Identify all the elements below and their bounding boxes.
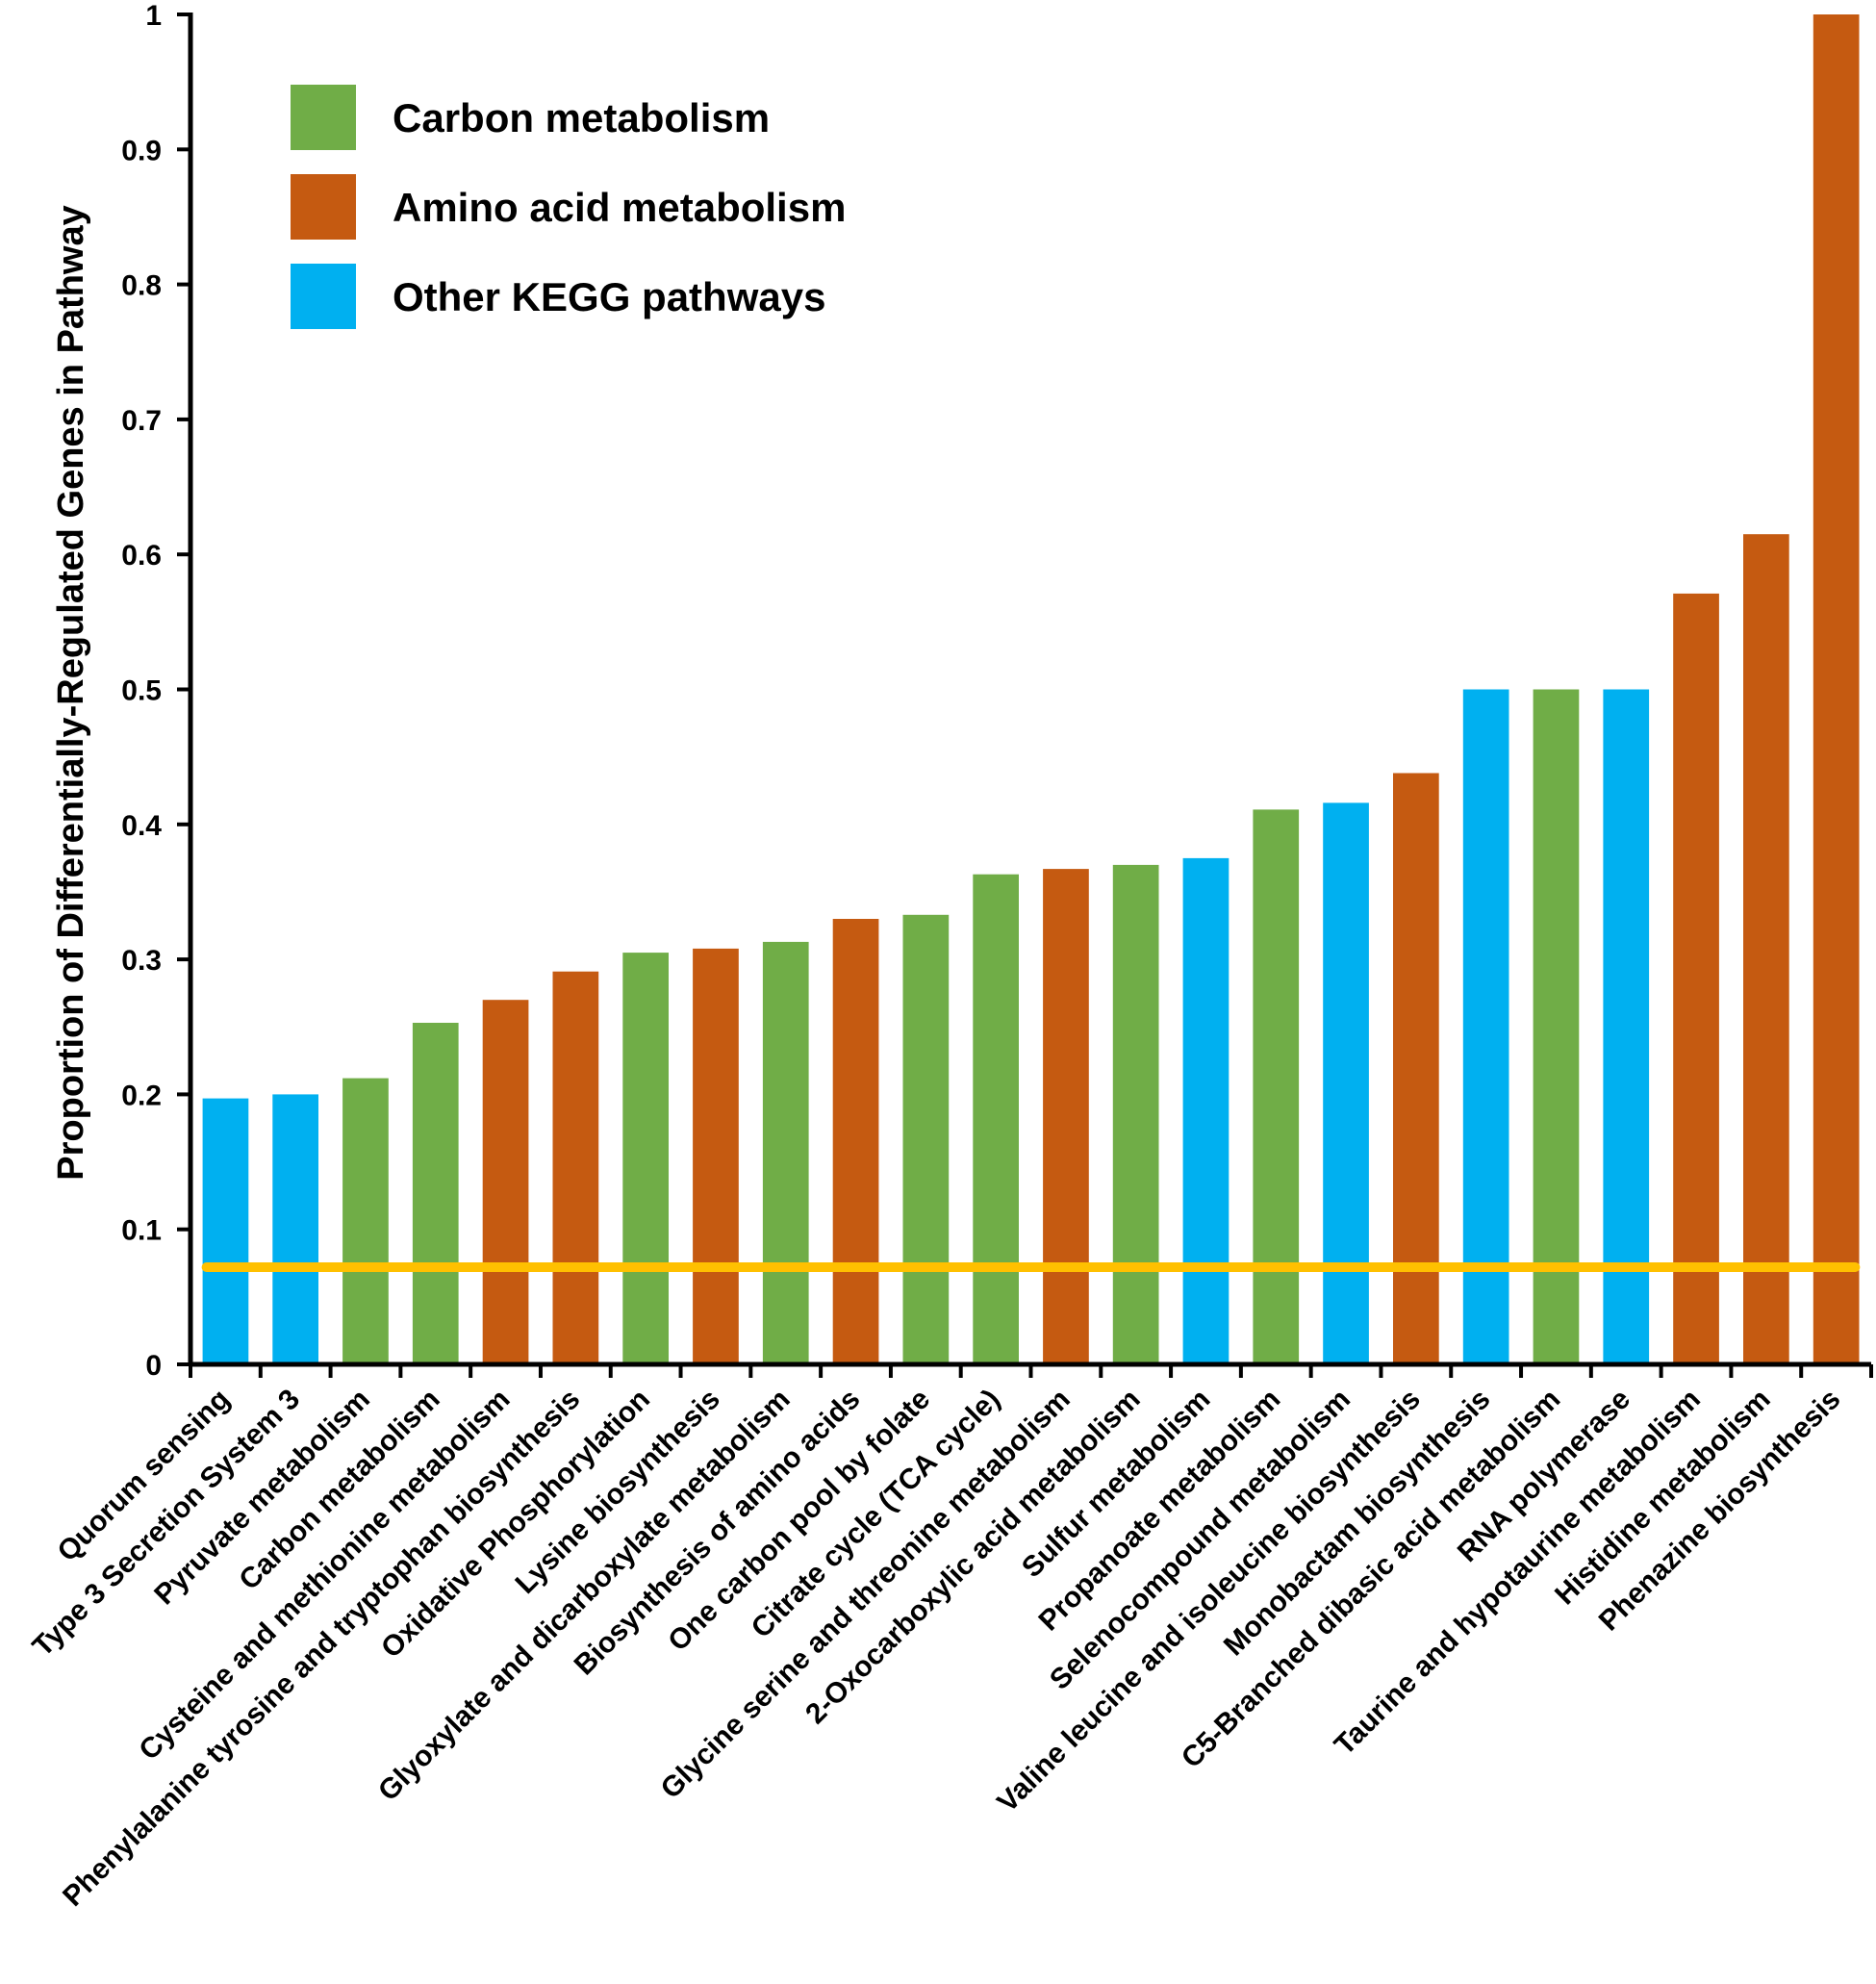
y-tick-label-5: 0.5 [121, 675, 162, 707]
y-tick-label-6: 0.6 [121, 540, 162, 572]
y-tick-label-7: 0.7 [121, 405, 162, 437]
legend: Carbon metabolism Amino acid metabolism Ot… [291, 85, 846, 329]
legend-swatch-amino [291, 174, 356, 240]
legend-label-other: Other KEGG pathways [393, 274, 825, 319]
bar-21 [1603, 689, 1650, 1364]
bar-12 [973, 874, 1019, 1364]
bar-15 [1182, 857, 1230, 1364]
legend-swatch-carbon [291, 85, 356, 150]
bar-7 [622, 953, 669, 1364]
bar-16 [1253, 809, 1300, 1364]
y-tick-label-10: 1 [145, 0, 162, 32]
axes-group: 0 0.1 0.2 0.3 0.4 0.5 0.6 0.7 0.8 0.9 1 [121, 0, 1873, 1382]
bar-4 [412, 1023, 459, 1364]
legend-swatch-other [291, 264, 356, 329]
y-tick-label-0: 0 [145, 1350, 162, 1382]
bar-17 [1323, 802, 1369, 1364]
bar-3 [342, 1078, 389, 1364]
y-tick-label-3: 0.3 [121, 945, 162, 977]
y-tick-label-4: 0.4 [121, 810, 162, 842]
bar-6 [552, 971, 599, 1364]
bar-1 [202, 1098, 249, 1364]
y-tick-label-9: 0.9 [121, 135, 162, 166]
legend-label-amino: Amino acid metabolism [393, 185, 846, 230]
bar-22 [1673, 593, 1719, 1364]
bar-13 [1043, 869, 1089, 1364]
bar-11 [902, 914, 950, 1364]
bar-24 [1813, 14, 1860, 1364]
bar-18 [1393, 773, 1439, 1364]
bar-23 [1743, 534, 1789, 1364]
y-tick-label-2: 0.2 [121, 1080, 162, 1111]
y-axis-title: Proportion of Differentially-Regulated G… [51, 205, 91, 1180]
y-tick-label-8: 0.8 [121, 270, 162, 302]
bar-8 [693, 948, 739, 1364]
bar-14 [1112, 864, 1159, 1364]
bar-19 [1462, 689, 1509, 1364]
bar-2 [272, 1094, 318, 1364]
y-tick-label-1: 0.1 [121, 1215, 162, 1247]
legend-label-carbon: Carbon metabolism [393, 95, 770, 140]
bar-20 [1533, 689, 1580, 1364]
bar-5 [482, 1000, 529, 1364]
bar-10 [832, 919, 879, 1364]
bar-9 [762, 941, 809, 1364]
